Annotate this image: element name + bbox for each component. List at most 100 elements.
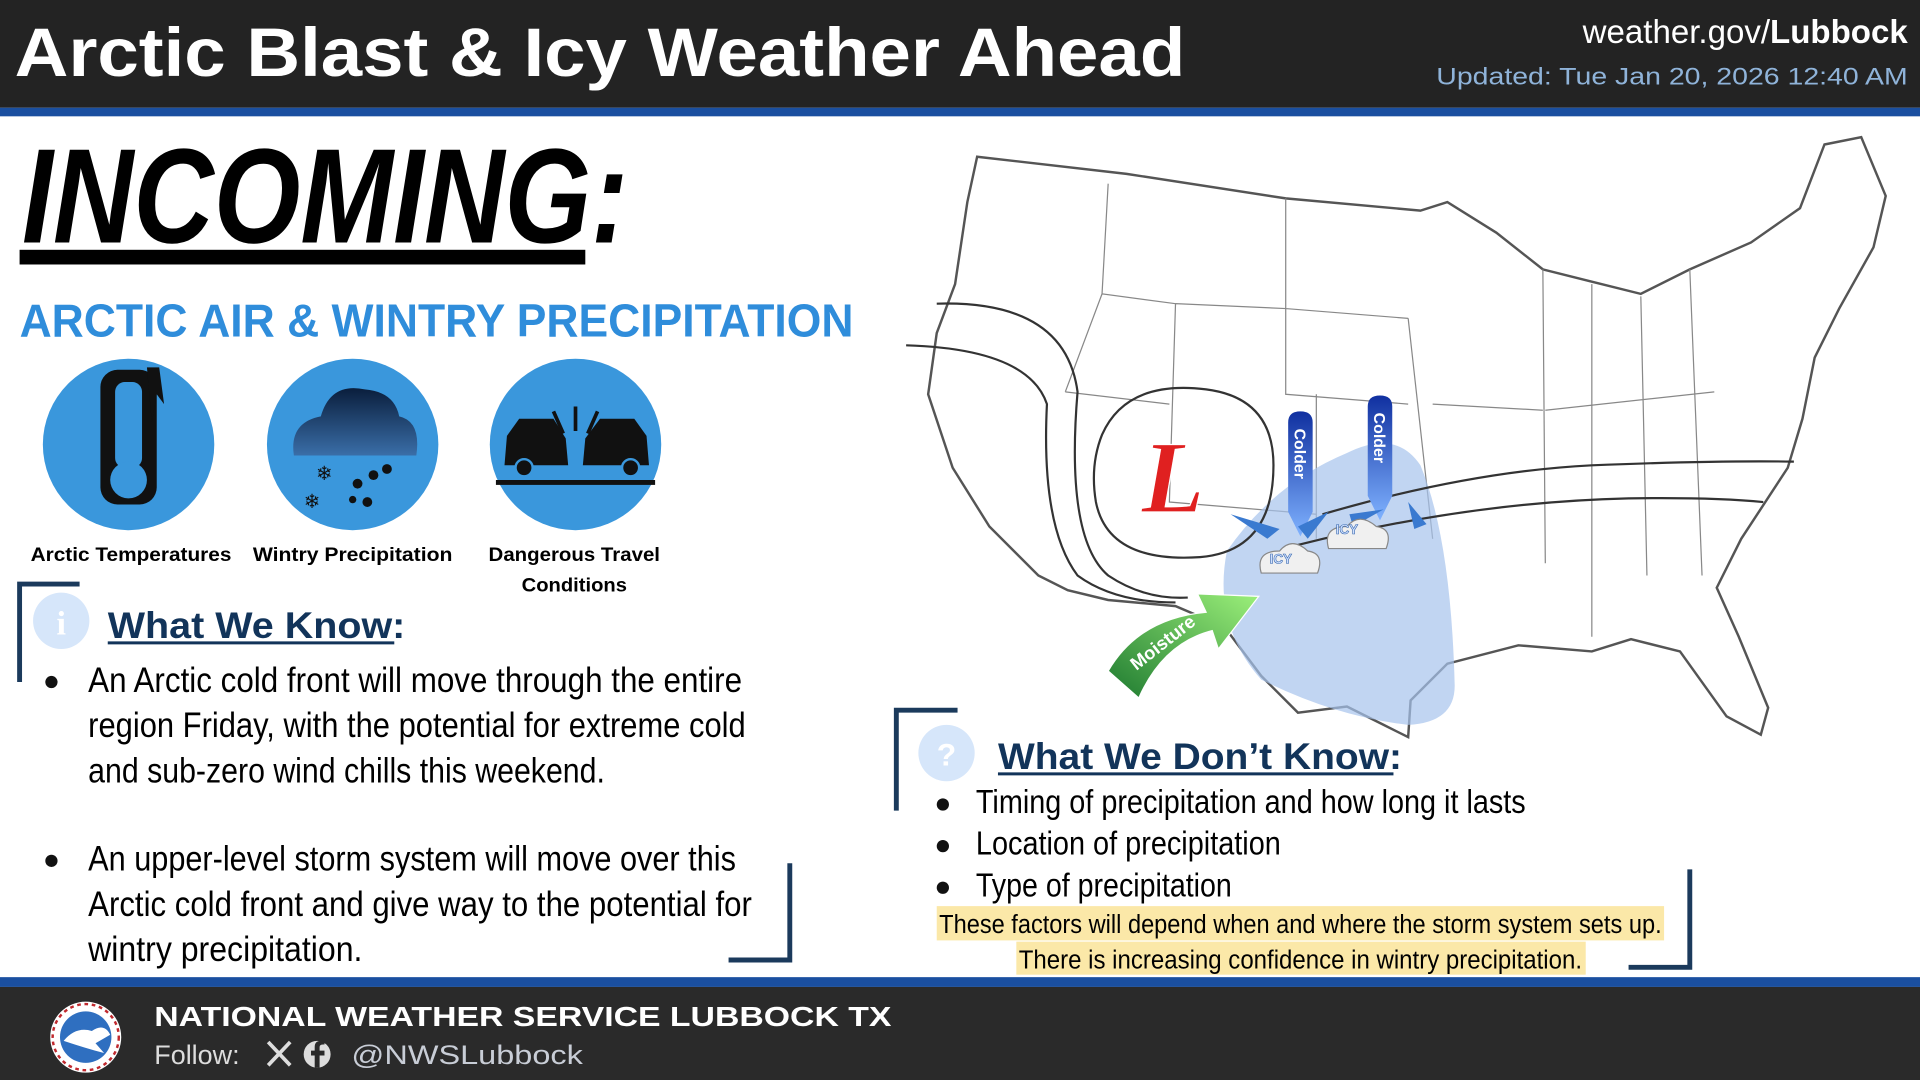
- map: L Colder Colder ICY ICY Moisture: [906, 135, 1887, 740]
- icon-thermometer: [42, 358, 215, 531]
- icon-cloud-part: ❄: [304, 491, 320, 513]
- nws-logo-part: [63, 1027, 111, 1054]
- question-icon: [918, 724, 975, 782]
- front-line: [1322, 460, 1794, 516]
- icon-cloud-part: [362, 497, 373, 507]
- footer-stripe: [0, 977, 1920, 987]
- cold-label: Colder: [1370, 413, 1387, 463]
- front-barbs: [1230, 502, 1427, 539]
- bullet-dot: [45, 675, 58, 689]
- icon-crash-part: [504, 418, 569, 466]
- know-line: An Arctic cold front will move through t…: [88, 660, 742, 700]
- us-outline: [926, 135, 1887, 740]
- icon-crash-part: [489, 358, 662, 531]
- icon-crash-part: [551, 406, 600, 435]
- dont-know-line: Timing of precipitation and how long it …: [976, 784, 1526, 821]
- headline-underline: [19, 249, 586, 265]
- state-lines: [1064, 183, 1715, 637]
- know-line: region Friday, with the potential for ex…: [88, 705, 746, 745]
- dont-know-line: Type of precipitation: [976, 867, 1232, 904]
- icon-thermometer-part: [110, 461, 147, 499]
- low-label: L: [1141, 421, 1205, 535]
- info-icon-glyph: i: [56, 604, 66, 642]
- know-section: i What We Know: An Arctic cold front wil…: [17, 581, 793, 969]
- front-line: [1297, 497, 1764, 546]
- dont-know-section: ? What We Don’t Know: Timing of precipit…: [893, 707, 1693, 975]
- icon-cloud-part: [293, 388, 418, 456]
- cold-arrow: [1288, 411, 1313, 537]
- bracket: [893, 707, 958, 811]
- subheadline: ARCTIC AIR & WINTRY PRECIPITATION: [20, 295, 854, 347]
- low-contour: [1092, 386, 1275, 559]
- bracket: [728, 863, 793, 963]
- note-highlight: [936, 906, 1665, 941]
- know-line: wintry precipitation.: [87, 929, 362, 969]
- follow-label: Follow:: [154, 1040, 239, 1070]
- org: NATIONAL WEATHER SERVICE LUBBOCK TX: [154, 1001, 891, 1032]
- icon-crash-part: [620, 457, 641, 478]
- bullet-dot: [936, 840, 949, 853]
- icon-crash-part: [495, 480, 656, 485]
- bracket: [1628, 869, 1693, 970]
- site: weather.gov/Lubbock: [1582, 14, 1909, 51]
- bullet-dot: [936, 881, 949, 894]
- front-line: [936, 302, 1188, 599]
- know-line: Arctic cold front and give way to the po…: [88, 884, 752, 924]
- header: Arctic Blast & Icy Weather Ahead weather…: [0, 0, 1920, 117]
- dont-know-line: Location of precipitation: [976, 826, 1281, 863]
- updated: Updated: Tue Jan 20, 2026 12:40 AM: [1436, 63, 1907, 90]
- nws-logo-part: [51, 1002, 120, 1072]
- icon-label: Conditions: [522, 574, 627, 596]
- bullet-dot: [45, 854, 58, 867]
- snow-cloud: [1326, 518, 1389, 550]
- icon-cloud-part: [368, 470, 379, 480]
- know-heading: What We Know:: [108, 605, 406, 646]
- question-icon-glyph: ?: [937, 736, 956, 772]
- header-stripe: [0, 107, 1920, 117]
- icon-thermometer-part: [115, 382, 143, 468]
- note-line: These factors will depend when and where…: [939, 911, 1661, 939]
- title: Arctic Blast & Icy Weather Ahead: [15, 14, 1186, 91]
- dont-know-heading: What We Don’t Know:: [998, 736, 1402, 777]
- front-line: [906, 344, 1176, 604]
- note-highlight: [1016, 941, 1586, 975]
- icon-label: Dangerous Travel: [489, 544, 660, 566]
- handle[interactable]: @NWSLubbock: [351, 1040, 583, 1070]
- icon-thermometer-part: [97, 367, 165, 423]
- cold-arrow: [1367, 395, 1393, 521]
- headline: INCOMING:: [22, 120, 628, 271]
- icy-label: ICY: [1270, 551, 1292, 566]
- icon-cloud: ❄ ❄: [266, 358, 439, 531]
- icon-cloud-part: [352, 478, 363, 489]
- cold-label: Colder: [1290, 429, 1307, 479]
- facebook-icon-part[interactable]: [311, 1040, 325, 1068]
- icon-cloud-part: [382, 464, 392, 474]
- precip-area: [1223, 443, 1455, 725]
- footer: NATIONAL WEATHER SERVICE LUBBOCK TX Foll…: [0, 977, 1920, 1080]
- icon-crash-part: [514, 457, 534, 478]
- note-line: There is increasing confidence in wintry…: [1019, 947, 1582, 975]
- icon-cloud-part: [348, 495, 357, 504]
- icon-label: Arctic Temperatures: [31, 544, 232, 566]
- icon-label: Wintry Precipitation: [253, 544, 453, 566]
- site-bold: Lubbock: [1770, 14, 1908, 51]
- bullet-dot: [936, 798, 949, 811]
- know-line: An upper-level storm system will move ov…: [88, 839, 736, 879]
- x-icon[interactable]: [266, 1040, 292, 1067]
- snow-cloud: [1259, 543, 1321, 574]
- icy-label: ICY: [1336, 522, 1358, 537]
- moisture-arrow: [1107, 593, 1260, 699]
- icon-crash: [489, 358, 662, 531]
- site-prefix: weather.gov/: [1582, 14, 1771, 51]
- know-line: and sub-zero wind chills this weekend.: [88, 750, 605, 790]
- bracket: [17, 581, 80, 683]
- icon-cloud-part: ❄: [316, 463, 332, 485]
- header-bg: [0, 0, 1920, 108]
- info-icon: [33, 592, 90, 649]
- nws-logo: [50, 1001, 122, 1073]
- icon-crash-part: [582, 418, 649, 466]
- facebook-icon[interactable]: [303, 1040, 331, 1068]
